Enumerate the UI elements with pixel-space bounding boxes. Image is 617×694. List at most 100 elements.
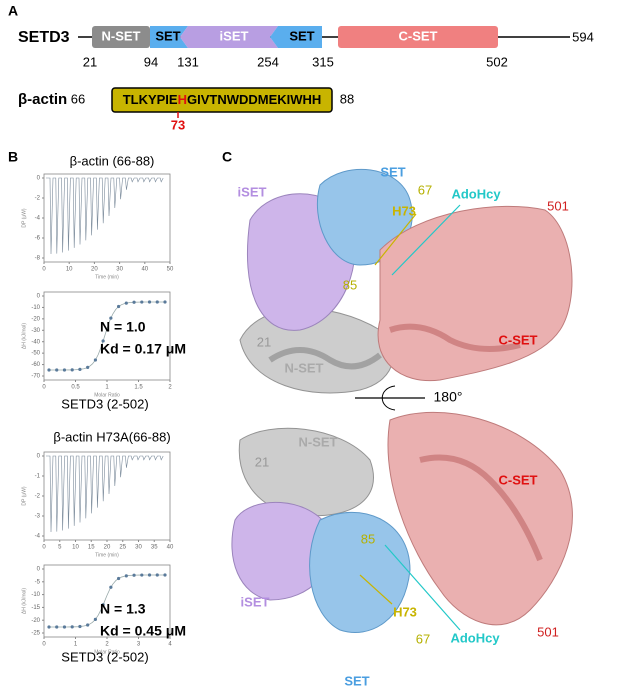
y-tick-label: 0 bbox=[37, 294, 41, 300]
data-point bbox=[132, 300, 136, 304]
x-tick-label: 0 bbox=[42, 385, 46, 391]
data-point bbox=[124, 574, 128, 578]
x-axis-label: Molar Ratio bbox=[94, 392, 120, 398]
data-point bbox=[117, 576, 121, 581]
data-point bbox=[140, 300, 144, 304]
peptide-start: 66 bbox=[71, 91, 85, 106]
domain bbox=[180, 26, 278, 48]
data-point bbox=[55, 368, 59, 372]
y-tick-label: -10 bbox=[31, 305, 40, 311]
experiment-title: β-actin H73A(66-88) bbox=[53, 429, 170, 444]
structure-top bbox=[239, 168, 573, 394]
x-tick-label: 50 bbox=[167, 267, 174, 273]
domain-label: SET bbox=[155, 28, 180, 43]
y-tick-label: -25 bbox=[31, 631, 40, 637]
residue-label: 21 bbox=[255, 454, 269, 469]
domain bbox=[338, 26, 498, 48]
x-tick-label: 30 bbox=[116, 267, 123, 273]
peptide-name: β-actin bbox=[18, 91, 67, 108]
kd: Kd = 0.17 μM bbox=[100, 341, 186, 357]
x-tick-label: 0 bbox=[42, 545, 46, 551]
x-axis-label: Time (min) bbox=[95, 552, 119, 558]
x-tick-label: 10 bbox=[72, 545, 79, 551]
data-point bbox=[132, 573, 136, 577]
data-point bbox=[163, 300, 167, 304]
domain bbox=[92, 26, 150, 48]
y-axis-label: DP (μW) bbox=[21, 486, 27, 506]
position: 315 bbox=[312, 54, 334, 69]
region-label: SET bbox=[344, 673, 369, 688]
x-axis-label: Time (min) bbox=[95, 274, 119, 280]
residue-label: 501 bbox=[537, 624, 559, 639]
x-tick-label: 20 bbox=[91, 267, 98, 273]
protein-label: SETD3 (2-502) bbox=[61, 396, 148, 411]
x-tick-label: 3 bbox=[137, 642, 141, 648]
structure-bottom bbox=[231, 411, 573, 633]
position: 131 bbox=[177, 54, 199, 69]
x-tick-label: 1.5 bbox=[134, 385, 143, 391]
panel-label: B bbox=[8, 149, 18, 165]
data-point bbox=[93, 617, 97, 621]
region-label: iSET bbox=[241, 594, 270, 609]
site-label: 73 bbox=[171, 117, 185, 132]
data-point bbox=[163, 573, 167, 577]
residue-label: 501 bbox=[547, 198, 569, 213]
y-tick-label: -5 bbox=[35, 579, 41, 585]
panel-label: C bbox=[222, 149, 232, 165]
residue-label: 85 bbox=[343, 277, 357, 292]
position: 94 bbox=[144, 54, 158, 69]
kd: Kd = 0.45 μM bbox=[100, 623, 186, 639]
x-tick-label: 10 bbox=[66, 267, 73, 273]
seq-site: H bbox=[178, 92, 187, 107]
x-axis-label: Molar Ratio bbox=[94, 649, 120, 655]
data-point bbox=[109, 585, 113, 589]
x-tick-label: 0 bbox=[42, 642, 46, 648]
y-tick-label: -20 bbox=[31, 618, 40, 624]
x-tick-label: 40 bbox=[141, 267, 148, 273]
domain-label: iSET bbox=[220, 28, 249, 43]
x-tick-label: 2 bbox=[168, 385, 172, 391]
rotation-label: 180° bbox=[434, 389, 463, 405]
data-point bbox=[86, 623, 90, 627]
plot-frame bbox=[43, 291, 171, 381]
ligand-label: AdoHcy bbox=[450, 630, 500, 645]
region-label: N-SET bbox=[299, 434, 338, 449]
y-tick-label: -6 bbox=[35, 236, 41, 242]
stoichiometry: N = 1.0 bbox=[100, 319, 146, 335]
raw-trace bbox=[46, 177, 164, 255]
x-tick-label: 0.5 bbox=[71, 385, 80, 391]
seq-part: GIVTNWDDMEKIWHH bbox=[187, 92, 321, 107]
y-tick-label: -30 bbox=[31, 328, 40, 334]
data-point bbox=[101, 339, 105, 343]
data-point bbox=[109, 316, 113, 320]
residue-label: H73 bbox=[392, 203, 416, 218]
pointer bbox=[359, 574, 393, 605]
fit-curve bbox=[48, 301, 165, 371]
domain-label: C-SET bbox=[399, 28, 438, 43]
data-point bbox=[70, 368, 74, 372]
data-point bbox=[93, 358, 97, 362]
x-tick-label: 2 bbox=[105, 642, 109, 648]
y-tick-label: -60 bbox=[31, 362, 40, 368]
peptide-box bbox=[111, 87, 333, 113]
region-label: C-SET bbox=[499, 332, 538, 347]
x-tick-label: 30 bbox=[135, 545, 142, 551]
y-tick-label: -4 bbox=[35, 216, 41, 222]
y-tick-label: -70 bbox=[31, 374, 40, 380]
y-tick-label: -1 bbox=[35, 474, 41, 480]
length: 594 bbox=[572, 29, 594, 44]
protein-name: SETD3 bbox=[18, 29, 70, 46]
y-tick-label: 0 bbox=[37, 454, 41, 460]
position: 21 bbox=[83, 54, 97, 69]
data-point bbox=[101, 603, 105, 607]
stoichiometry: N = 1.3 bbox=[100, 601, 146, 617]
region-label: C-SET bbox=[499, 472, 538, 487]
domain-label: N-SET bbox=[102, 28, 141, 43]
x-tick-label: 20 bbox=[104, 545, 111, 551]
residue-label: H73 bbox=[393, 604, 417, 619]
pointer bbox=[374, 213, 417, 266]
x-tick-label: 35 bbox=[151, 545, 158, 551]
data-point bbox=[155, 300, 159, 304]
data-point bbox=[55, 625, 59, 629]
